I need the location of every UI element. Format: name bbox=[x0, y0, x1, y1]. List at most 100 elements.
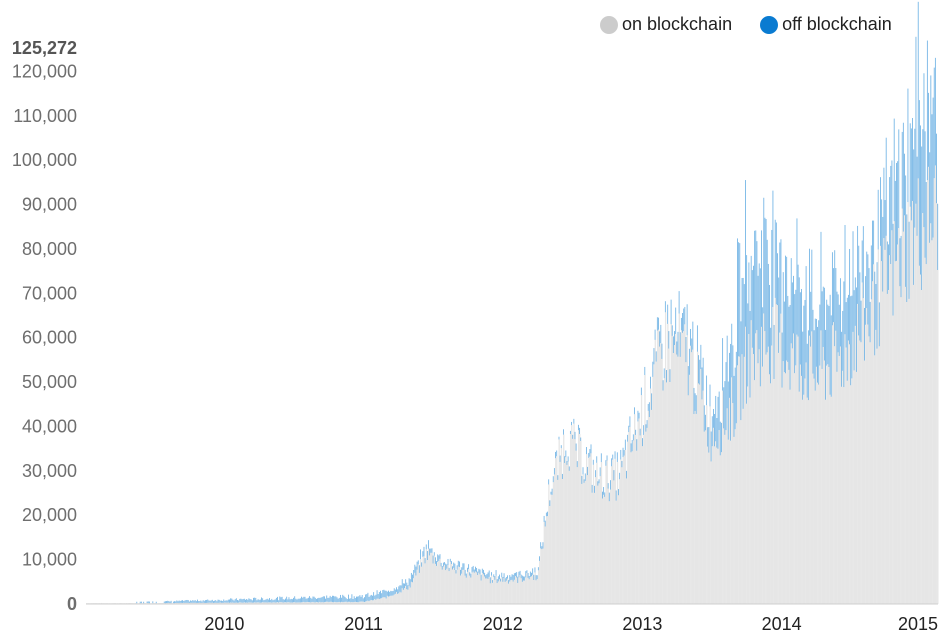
bar-on-blockchain bbox=[518, 577, 520, 604]
bar-off-blockchain bbox=[688, 348, 690, 375]
bar-on-blockchain bbox=[472, 571, 475, 604]
bar-on-blockchain bbox=[478, 572, 480, 604]
bar-on-blockchain bbox=[219, 602, 222, 604]
bar-off-blockchain bbox=[920, 125, 921, 275]
bar-off-blockchain bbox=[408, 578, 410, 586]
bar-on-blockchain bbox=[209, 602, 211, 604]
bar-on-blockchain bbox=[296, 602, 298, 604]
bar-on-blockchain bbox=[281, 602, 283, 604]
bar-on-blockchain bbox=[669, 382, 671, 604]
bar-on-blockchain bbox=[676, 354, 678, 604]
bar-off-blockchain bbox=[163, 601, 165, 604]
bar-off-blockchain bbox=[213, 601, 214, 603]
bar-on-blockchain bbox=[227, 602, 230, 604]
bar-off-blockchain bbox=[362, 598, 364, 602]
bar-on-blockchain bbox=[488, 576, 491, 604]
legend-item-off-blockchain[interactable]: off blockchain bbox=[760, 14, 892, 35]
bar-on-blockchain bbox=[575, 450, 577, 604]
bar-on-blockchain bbox=[596, 462, 598, 604]
bar-off-blockchain bbox=[340, 594, 341, 603]
bar-on-blockchain bbox=[758, 349, 761, 604]
bar-on-blockchain bbox=[246, 602, 248, 604]
bar-off-blockchain bbox=[148, 601, 150, 604]
bar-on-blockchain bbox=[866, 308, 868, 604]
bar-on-blockchain bbox=[803, 394, 805, 604]
bar-off-blockchain bbox=[413, 570, 415, 579]
bar-on-blockchain bbox=[830, 396, 833, 604]
bar-on-blockchain bbox=[647, 410, 650, 604]
bar-on-blockchain bbox=[216, 602, 218, 604]
bar-off-blockchain bbox=[574, 431, 576, 440]
bar-on-blockchain bbox=[341, 601, 343, 604]
bar-off-blockchain bbox=[572, 434, 574, 439]
bar-on-blockchain bbox=[883, 238, 885, 604]
bar-on-blockchain bbox=[915, 203, 917, 605]
bar-on-blockchain bbox=[569, 433, 572, 604]
bar-on-blockchain bbox=[288, 602, 290, 604]
bar-on-blockchain bbox=[899, 286, 901, 604]
bar-off-blockchain bbox=[240, 598, 242, 603]
bar-off-blockchain bbox=[266, 598, 268, 603]
bar-off-blockchain bbox=[785, 255, 786, 374]
bar-on-blockchain bbox=[922, 213, 924, 605]
bar-off-blockchain bbox=[492, 580, 494, 583]
bar-on-blockchain bbox=[652, 376, 654, 604]
bar-off-blockchain bbox=[607, 483, 609, 489]
bar-off-blockchain bbox=[249, 599, 251, 603]
bar-on-blockchain bbox=[521, 581, 524, 604]
bar-off-blockchain bbox=[777, 253, 778, 306]
bar-on-blockchain bbox=[786, 360, 788, 604]
bar-on-blockchain bbox=[738, 356, 740, 604]
bar-on-blockchain bbox=[893, 221, 896, 604]
bar-off-blockchain bbox=[763, 197, 765, 314]
bar-off-blockchain bbox=[291, 599, 293, 603]
bar-on-blockchain bbox=[693, 414, 695, 604]
bar-off-blockchain bbox=[256, 600, 258, 603]
legend-item-on-blockchain[interactable]: on blockchain bbox=[600, 14, 732, 35]
bar-off-blockchain bbox=[385, 590, 387, 599]
bar-off-blockchain bbox=[743, 284, 745, 357]
bar-on-blockchain bbox=[719, 455, 722, 604]
bar-on-blockchain bbox=[392, 595, 394, 604]
bar-on-blockchain bbox=[282, 602, 285, 604]
bar-off-blockchain bbox=[892, 223, 894, 316]
bar-on-blockchain bbox=[194, 602, 196, 604]
bar-off-blockchain bbox=[303, 596, 305, 602]
bar-off-blockchain bbox=[837, 294, 839, 353]
bar-off-blockchain bbox=[883, 167, 885, 239]
bar-off-blockchain bbox=[217, 599, 219, 603]
bar-on-blockchain bbox=[287, 602, 289, 604]
bar-on-blockchain bbox=[767, 346, 770, 604]
bar-off-blockchain bbox=[560, 445, 562, 449]
bar-off-blockchain bbox=[796, 218, 798, 335]
bar-off-blockchain bbox=[873, 220, 875, 265]
bar-off-blockchain bbox=[685, 336, 687, 363]
bar-off-blockchain bbox=[471, 567, 473, 573]
bar-off-blockchain bbox=[446, 564, 448, 569]
bar-off-blockchain bbox=[237, 599, 238, 603]
bar-on-blockchain bbox=[597, 485, 599, 604]
bar-on-blockchain bbox=[842, 370, 844, 604]
bar-on-blockchain bbox=[605, 465, 607, 604]
bar-on-blockchain bbox=[904, 215, 906, 604]
bar-on-blockchain bbox=[857, 303, 859, 604]
bar-on-blockchain bbox=[796, 334, 798, 604]
bar-off-blockchain bbox=[360, 596, 362, 602]
bar-on-blockchain bbox=[476, 572, 478, 604]
bar-on-blockchain bbox=[470, 577, 472, 604]
bar-on-blockchain bbox=[557, 479, 559, 604]
bar-off-blockchain bbox=[825, 329, 827, 400]
bar-on-blockchain bbox=[372, 600, 374, 604]
bar-on-blockchain bbox=[809, 335, 811, 604]
bar-off-blockchain bbox=[320, 597, 322, 603]
bar-off-blockchain bbox=[814, 318, 816, 391]
bar-on-blockchain bbox=[274, 602, 277, 604]
bar-off-blockchain bbox=[433, 552, 435, 556]
bar-on-blockchain bbox=[653, 364, 655, 604]
bar-off-blockchain bbox=[596, 456, 598, 463]
bar-on-blockchain bbox=[532, 574, 534, 604]
bar-on-blockchain bbox=[735, 423, 738, 604]
bar-on-blockchain bbox=[695, 413, 698, 604]
bar-on-blockchain bbox=[765, 354, 767, 604]
bar-on-blockchain bbox=[828, 367, 830, 604]
